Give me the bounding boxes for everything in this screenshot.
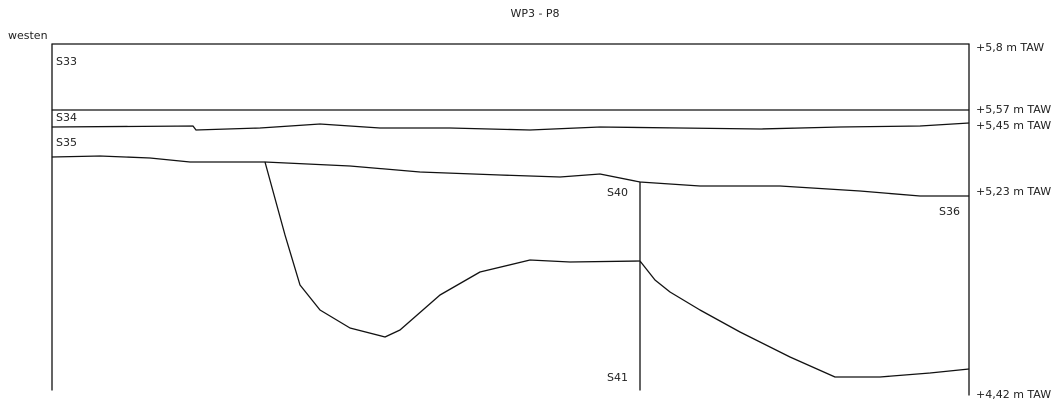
layer-label: S40 <box>607 186 628 199</box>
pit-outline <box>264 161 641 338</box>
elevation-label: +5,57 m TAW <box>976 103 1051 116</box>
layer-boundary <box>51 155 970 197</box>
pit-outline <box>639 260 970 378</box>
elevation-label: +5,45 m TAW <box>976 119 1051 132</box>
layer-boundary <box>51 122 970 131</box>
layer-label: S35 <box>56 136 77 149</box>
elevation-label: +4,42 m TAW <box>976 388 1051 401</box>
layer-label: S36 <box>939 205 960 218</box>
layer-label: S33 <box>56 55 77 68</box>
elevation-label: +5,8 m TAW <box>976 41 1044 54</box>
elevation-label: +5,23 m TAW <box>976 185 1051 198</box>
layer-label: S34 <box>56 111 77 124</box>
section-lines <box>51 43 970 396</box>
title: WP3 - P8 <box>510 7 559 20</box>
layer-label: S41 <box>607 371 628 384</box>
side-label: westen <box>8 29 48 42</box>
